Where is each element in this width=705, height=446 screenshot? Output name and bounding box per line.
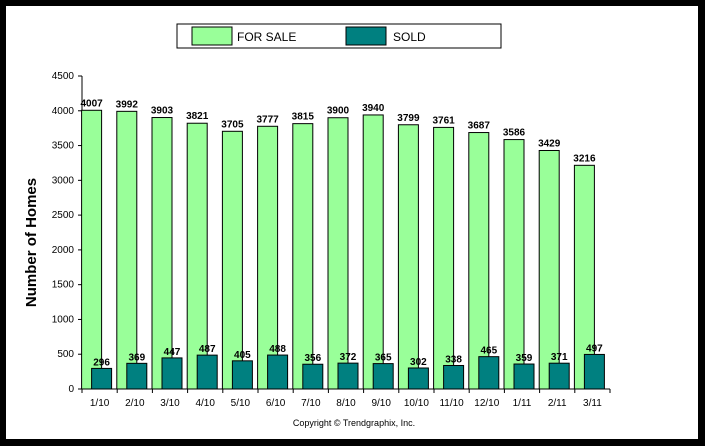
- bar-sold: [91, 367, 113, 390]
- bar-for-sale: [433, 126, 455, 390]
- data-label-sold: 487: [199, 344, 216, 355]
- x-tick-label: 2/10: [125, 398, 145, 409]
- x-axis: 1/10 2/10 3/10 4/10 5/10 6/10 7/10 8/10 9/10 10/1…: [81, 388, 611, 409]
- bar-sold: [478, 356, 500, 390]
- x-tick-label: 10/10: [404, 398, 429, 409]
- legend-swatch-sold: [345, 26, 387, 46]
- data-label-sold: 465: [480, 346, 497, 357]
- x-tick-label: 1/10: [90, 398, 110, 409]
- x-tick-label: 9/10: [371, 398, 391, 409]
- data-label-for-sale: 4007: [80, 98, 103, 109]
- data-label-sold: 488: [269, 344, 286, 355]
- data-label-sold: 369: [128, 352, 145, 363]
- data-label-for-sale: 3900: [327, 106, 350, 117]
- y-tick-label: 4000: [52, 106, 75, 117]
- y-tick-label: 2000: [52, 245, 75, 256]
- bar-sold: [337, 362, 359, 390]
- y-tick-label: 3000: [52, 175, 75, 186]
- bar-sold: [196, 354, 218, 390]
- data-label-sold: 296: [93, 357, 110, 368]
- data-label-for-sale: 3992: [116, 99, 139, 110]
- data-label-sold: 359: [516, 353, 533, 364]
- bar-sold: [267, 354, 289, 390]
- legend-label-sold: SOLD: [393, 30, 426, 44]
- data-label-for-sale: 3761: [432, 115, 455, 126]
- bar-chart: FOR SALE SOLD 0 500 1000 1500 2000 2500 3000 350…: [23, 23, 611, 428]
- data-label-for-sale: 3687: [468, 121, 491, 132]
- chart-frame: FOR SALE SOLD 0 500 1000 1500 2000 2500 3000 350…: [6, 6, 698, 439]
- data-label-sold: 405: [234, 350, 251, 361]
- bar-for-sale: [503, 139, 525, 390]
- data-label-for-sale: 3940: [362, 103, 385, 114]
- data-label-sold: 302: [410, 357, 427, 368]
- x-tick-label: 7/10: [301, 398, 321, 409]
- data-label-sold: 371: [551, 352, 568, 363]
- y-axis: 0 500 1000 1500 2000 2500 3000 3500 4000 4500: [52, 71, 83, 395]
- x-tick-label: 4/10: [195, 398, 215, 409]
- copyright-text: Copyright © Trendgraphix, Inc.: [293, 418, 415, 428]
- bar-sold: [302, 363, 324, 390]
- x-tick-label: 2/11: [548, 398, 567, 409]
- x-tick-label: 1/11: [513, 398, 532, 409]
- x-tick-label: 5/10: [231, 398, 251, 409]
- bar-for-sale: [292, 123, 314, 390]
- data-label-for-sale: 3903: [151, 106, 174, 117]
- data-label-for-sale: 3815: [292, 112, 315, 123]
- y-tick-label: 2500: [52, 210, 75, 221]
- bar-for-sale: [397, 124, 419, 390]
- bar-sold: [443, 364, 465, 390]
- x-tick-label: 11/10: [439, 398, 464, 409]
- bar-sold: [583, 353, 605, 390]
- data-label-sold: 447: [164, 347, 181, 358]
- bars: 4007 296 3992 369 3903 447 3821 487 3705 405 3777 4…: [80, 98, 605, 390]
- bar-sold: [407, 367, 429, 390]
- y-axis-title: Number of Homes: [23, 178, 40, 307]
- data-label-for-sale: 3216: [573, 153, 596, 164]
- bar-sold: [372, 363, 394, 390]
- data-label-for-sale: 3586: [503, 128, 526, 139]
- data-label-sold: 356: [304, 353, 321, 364]
- data-label-for-sale: 3777: [256, 114, 279, 125]
- legend-label-for-sale: FOR SALE: [237, 30, 296, 44]
- bar-for-sale: [327, 117, 349, 390]
- bar-for-sale: [362, 114, 384, 390]
- y-tick-label: 3500: [52, 141, 75, 152]
- data-label-sold: 365: [375, 353, 392, 364]
- bar-sold: [513, 363, 535, 390]
- x-tick-label: 3/11: [583, 398, 602, 409]
- data-label-sold: 338: [445, 354, 462, 365]
- bar-for-sale: [116, 110, 138, 390]
- data-label-for-sale: 3429: [538, 138, 561, 149]
- x-tick-label: 3/10: [160, 398, 180, 409]
- y-tick-label: 1000: [52, 314, 75, 325]
- bar-sold: [161, 357, 183, 390]
- x-tick-label: 12/10: [474, 398, 499, 409]
- x-tick-label: 8/10: [336, 398, 356, 409]
- bar-for-sale: [81, 109, 103, 390]
- legend: FOR SALE SOLD: [176, 23, 502, 49]
- data-label-for-sale: 3821: [186, 111, 209, 122]
- bar-sold: [548, 362, 570, 390]
- y-tick-label: 4500: [52, 71, 75, 82]
- data-label-for-sale: 3705: [221, 119, 244, 130]
- data-label-sold: 372: [340, 352, 357, 363]
- y-tick-label: 500: [57, 349, 74, 360]
- bar-sold: [126, 362, 148, 390]
- legend-swatch-for-sale: [191, 26, 233, 46]
- y-tick-label: 1500: [52, 280, 75, 291]
- data-label-sold: 497: [586, 343, 603, 354]
- x-tick-label: 6/10: [266, 398, 286, 409]
- bar-sold: [231, 360, 253, 390]
- y-tick-label: 0: [68, 384, 74, 395]
- data-label-for-sale: 3799: [397, 113, 420, 124]
